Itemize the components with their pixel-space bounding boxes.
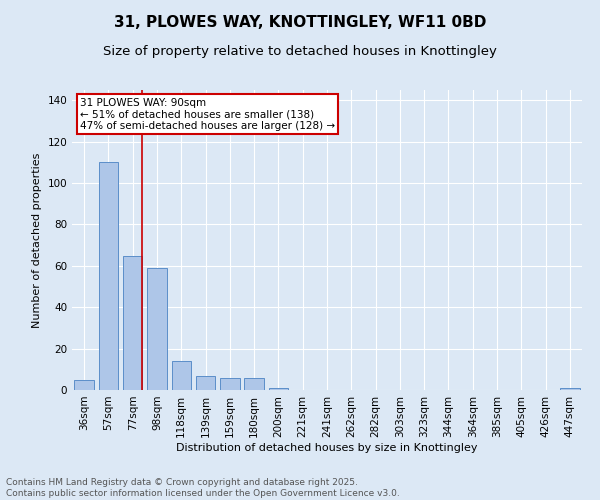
Text: 31 PLOWES WAY: 90sqm
← 51% of detached houses are smaller (138)
47% of semi-deta: 31 PLOWES WAY: 90sqm ← 51% of detached h… bbox=[80, 98, 335, 130]
Bar bbox=[74, 380, 94, 390]
Text: Size of property relative to detached houses in Knottingley: Size of property relative to detached ho… bbox=[103, 45, 497, 58]
Bar bbox=[244, 378, 264, 390]
Bar bbox=[99, 162, 118, 390]
Text: 31, PLOWES WAY, KNOTTINGLEY, WF11 0BD: 31, PLOWES WAY, KNOTTINGLEY, WF11 0BD bbox=[114, 15, 486, 30]
Bar bbox=[147, 268, 167, 390]
Bar bbox=[123, 256, 142, 390]
Text: Contains HM Land Registry data © Crown copyright and database right 2025.
Contai: Contains HM Land Registry data © Crown c… bbox=[6, 478, 400, 498]
X-axis label: Distribution of detached houses by size in Knottingley: Distribution of detached houses by size … bbox=[176, 442, 478, 452]
Bar bbox=[269, 388, 288, 390]
Y-axis label: Number of detached properties: Number of detached properties bbox=[32, 152, 42, 328]
Bar bbox=[560, 388, 580, 390]
Bar bbox=[220, 378, 239, 390]
Bar bbox=[196, 376, 215, 390]
Bar bbox=[172, 361, 191, 390]
